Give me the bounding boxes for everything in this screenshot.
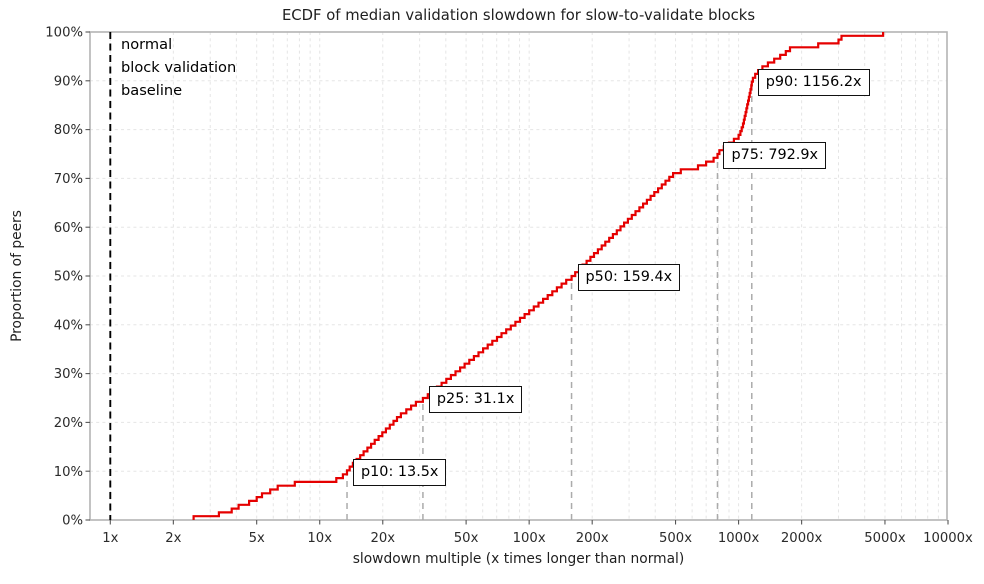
y-tick-label: 40%	[54, 318, 83, 333]
x-tick-label: 10000x	[923, 531, 973, 546]
x-tick-label: 200x	[576, 531, 609, 546]
y-tick-label: 80%	[54, 123, 83, 138]
x-tick-label: 2x	[165, 531, 181, 546]
y-tick-label: 10%	[54, 465, 83, 480]
y-tick-label: 0%	[62, 514, 83, 529]
percentile-label-p90: p90: 1156.2x	[757, 68, 870, 96]
y-tick-label: 20%	[54, 416, 83, 431]
y-tick-label: 70%	[54, 172, 83, 187]
percentile-label-p75: p75: 792.9x	[723, 142, 827, 169]
x-tick-label: 2000x	[781, 531, 823, 546]
x-tick-label: 1000x	[718, 531, 760, 546]
x-tick-label: 100x	[513, 531, 546, 546]
y-tick-label: 60%	[54, 221, 83, 236]
y-tick-label: 30%	[54, 367, 83, 382]
y-axis-label: Proportion of peers	[9, 210, 25, 342]
y-tick-label: 50%	[54, 270, 83, 285]
x-tick-label: 5000x	[864, 531, 906, 546]
y-tick-label: 90%	[54, 74, 83, 89]
baseline-annotation-line-3: baseline	[121, 82, 183, 99]
baseline-annotation-line-1: normal	[121, 36, 173, 53]
x-axis-label: slowdown multiple (x times longer than n…	[352, 551, 685, 567]
x-tick-label: 1x	[102, 531, 118, 546]
chart-title: ECDF of median validation slowdown for s…	[281, 7, 756, 24]
percentile-label-p10: p10: 13.5x	[353, 459, 447, 487]
percentile-label-p50: p50: 159.4x	[577, 264, 681, 291]
percentile-label-p25: p25: 31.1x	[428, 386, 523, 413]
baseline-annotation-line-2: block validation	[121, 59, 237, 76]
y-tick-label: 100%	[45, 26, 83, 41]
x-tick-label: 5x	[249, 531, 265, 546]
x-tick-label: 50x	[454, 531, 479, 546]
ecdf-step-line	[192, 32, 885, 520]
x-tick-label: 10x	[307, 531, 332, 546]
baseline-annotation: normal block validation baseline	[121, 33, 236, 102]
x-tick-label: 500x	[659, 531, 692, 546]
x-tick-label: 20x	[370, 531, 395, 546]
